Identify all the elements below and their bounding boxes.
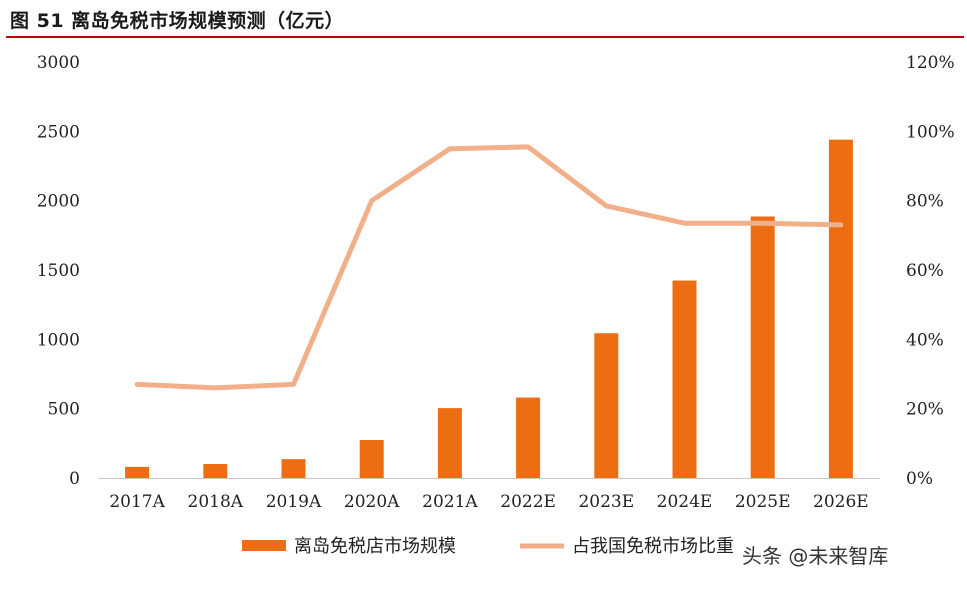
- right-tick-label: 60%: [906, 261, 944, 281]
- x-tick-label: 2021A: [422, 492, 478, 512]
- x-tick-label: 2019A: [266, 492, 322, 512]
- right-axis: 0% 20% 40% 60% 80% 100% 120%: [906, 53, 955, 489]
- line-point: [449, 148, 451, 150]
- watermark: 头条 @未来智库: [742, 544, 889, 568]
- bar: [828, 139, 853, 479]
- bar: [516, 397, 541, 478]
- bar: [750, 216, 775, 478]
- legend-bar-label: 离岛免税店市场规模: [294, 536, 456, 557]
- x-tick-label: 2026E: [813, 492, 869, 512]
- x-tick-label: 2018A: [188, 492, 244, 512]
- bar-series: [125, 139, 853, 479]
- right-tick-label: 80%: [906, 192, 944, 212]
- share-line: [134, 144, 844, 391]
- line-point: [527, 146, 529, 148]
- right-tick-label: 40%: [906, 330, 944, 350]
- right-tick-label: 20%: [906, 400, 944, 420]
- figure-title: 图 51 离岛免税市场规模预测（亿元）: [10, 10, 345, 32]
- left-tick-label: 1000: [37, 330, 80, 350]
- title-divider: [6, 36, 964, 38]
- line-point: [293, 383, 294, 385]
- bar: [672, 280, 697, 478]
- right-tick-label: 0%: [906, 469, 933, 489]
- bar: [359, 440, 384, 478]
- line-point: [762, 222, 764, 224]
- x-axis: 2017A 2018A 2019A 2020A 2021A 2022E 2023E 2024E…: [98, 478, 880, 512]
- x-tick-label: 2017A: [109, 492, 165, 512]
- line-point: [214, 387, 216, 389]
- line-point: [684, 222, 685, 224]
- x-tick-label: 2023E: [578, 492, 634, 512]
- x-tick-label: 2024E: [657, 492, 713, 512]
- left-tick-label: 2000: [37, 192, 80, 212]
- bar: [125, 466, 150, 478]
- left-tick-label: 1500: [37, 261, 80, 281]
- left-tick-label: 2500: [37, 122, 80, 142]
- legend: 离岛免税店市场规模 占我国免税市场比重: [242, 536, 734, 557]
- legend-line-label: 占我国免税市场比重: [572, 536, 734, 557]
- line-point: [840, 224, 842, 226]
- x-tick-label: 2022E: [500, 492, 556, 512]
- line-point: [136, 383, 138, 385]
- right-tick-label: 100%: [906, 122, 955, 142]
- left-tick-label: 500: [48, 400, 80, 420]
- left-tick-label: 3000: [37, 53, 80, 73]
- line-point: [371, 200, 373, 202]
- bar: [281, 459, 306, 478]
- right-tick-label: 120%: [906, 53, 955, 73]
- left-axis: 0 500 1000 1500 2000 2500 3000: [37, 53, 80, 489]
- line-series: [134, 144, 844, 391]
- bar: [594, 333, 619, 478]
- x-tick-label: 2025E: [735, 492, 791, 512]
- bar: [437, 408, 462, 478]
- bar: [203, 463, 228, 478]
- left-tick-label: 0: [69, 469, 80, 489]
- legend-bar-swatch: [242, 540, 286, 551]
- line-point: [605, 205, 607, 207]
- x-tick-label: 2020A: [344, 492, 400, 512]
